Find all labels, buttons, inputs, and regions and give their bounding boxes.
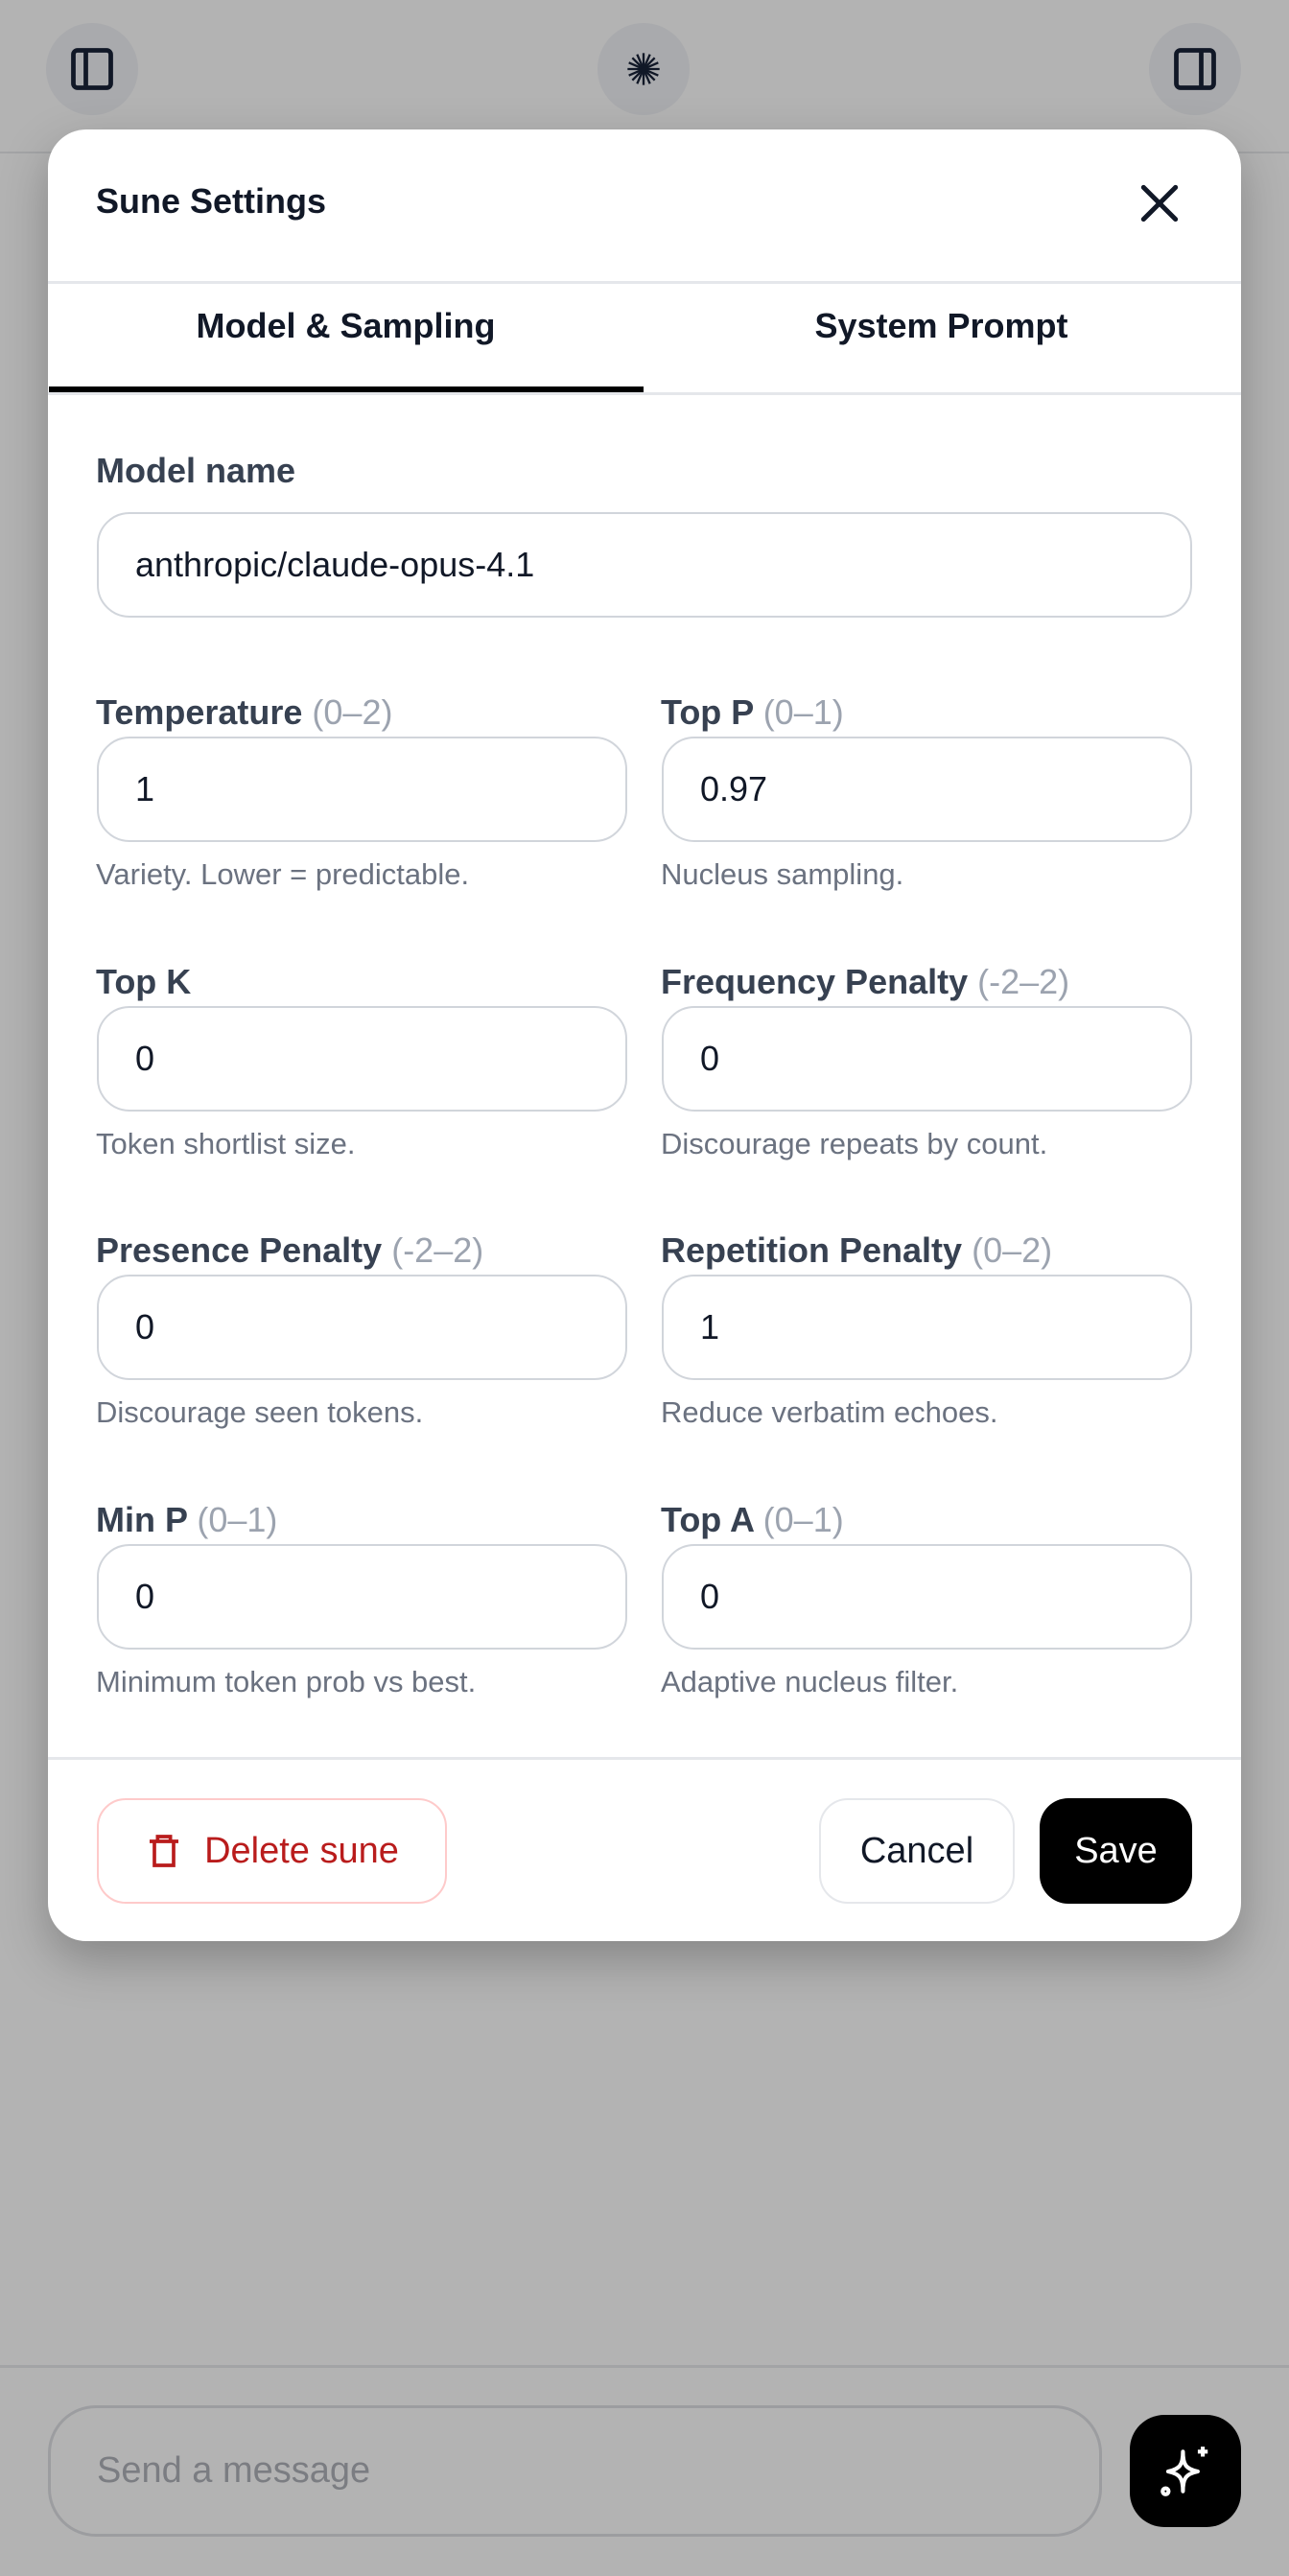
toggle-right-sidebar-button[interactable] (1149, 23, 1241, 115)
presence-penalty-label: Presence Penalty (-2–2) (96, 1230, 483, 1271)
save-button[interactable]: Save (1040, 1798, 1192, 1904)
footer-divider (48, 1757, 1241, 1760)
model-name-label: Model name (96, 451, 296, 490)
modal-title: Sune Settings (96, 181, 327, 221)
tab-model-sampling[interactable]: Model & Sampling (196, 306, 496, 345)
sparkles-icon (1160, 2446, 1208, 2496)
frequency-penalty-label: Frequency Penalty (-2–2) (661, 962, 1069, 1002)
top-k-label: Top K (96, 962, 191, 1002)
presence-penalty-help: Discourage seen tokens. (96, 1395, 424, 1429)
min-p-label: Min P (0–1) (96, 1500, 277, 1540)
top-p-help: Nucleus sampling. (661, 857, 904, 891)
delete-label: Delete sune (204, 1830, 399, 1871)
active-tab-indicator (49, 386, 644, 392)
temperature-range: (0–2) (312, 692, 393, 732)
field-label-text: Frequency Penalty (661, 962, 969, 1001)
divider (48, 281, 1241, 284)
sidebar-right-icon (1174, 48, 1216, 90)
top-k-value: 0 (135, 1039, 155, 1078)
min-p-input[interactable]: 0 (97, 1544, 627, 1650)
top-a-input[interactable]: 0 (662, 1544, 1192, 1650)
temperature-help: Variety. Lower = predictable. (96, 857, 470, 891)
send-button[interactable] (1130, 2415, 1241, 2527)
repetition-penalty-help: Reduce verbatim echoes. (661, 1395, 998, 1429)
min-p-help: Minimum token prob vs best. (96, 1665, 477, 1698)
composer-divider (0, 2365, 1289, 2368)
message-input[interactable]: Send a message (48, 2405, 1102, 2537)
temperature-label: Temperature (0–2) (96, 692, 392, 733)
repetition-penalty-label: Repetition Penalty (0–2) (661, 1230, 1052, 1271)
trash-icon (150, 1835, 179, 1867)
top-a-range: (0–1) (762, 1500, 844, 1539)
top-k-input[interactable]: 0 (97, 1006, 627, 1112)
top-p-label: Top P (0–1) (661, 692, 844, 733)
field-label-text: Min P (96, 1500, 188, 1539)
logo-button[interactable] (598, 23, 690, 115)
frequency-penalty-help: Discourage repeats by count. (661, 1127, 1048, 1160)
message-placeholder: Send a message (97, 2450, 371, 2491)
temperature-value: 1 (135, 769, 155, 808)
cancel-button[interactable]: Cancel (819, 1798, 1015, 1904)
top-k-help: Token shortlist size. (96, 1127, 356, 1160)
sidebar-left-icon (71, 48, 113, 90)
top-p-input[interactable]: 0.97 (662, 737, 1192, 842)
model-name-value: anthropic/claude-opus-4.1 (135, 545, 535, 584)
min-p-value: 0 (135, 1577, 155, 1616)
field-label-text: Temperature (96, 692, 303, 732)
repetition-penalty-range: (0–2) (972, 1230, 1053, 1270)
toggle-left-sidebar-button[interactable] (46, 23, 138, 115)
field-label-text: Presence Penalty (96, 1230, 383, 1270)
delete-sune-button[interactable]: Delete sune (97, 1798, 447, 1904)
top-a-value: 0 (700, 1577, 720, 1616)
presence-penalty-value: 0 (135, 1307, 155, 1347)
frequency-penalty-input[interactable]: 0 (662, 1006, 1192, 1112)
field-label-text: Top A (661, 1500, 754, 1539)
starburst-logo-icon (627, 53, 660, 85)
tab-system-prompt[interactable]: System Prompt (814, 306, 1068, 345)
presence-penalty-input[interactable]: 0 (97, 1275, 627, 1380)
top-p-value: 0.97 (700, 769, 768, 808)
temperature-input[interactable]: 1 (97, 737, 627, 842)
field-label-text: Top K (96, 962, 192, 1001)
field-label-text: Repetition Penalty (661, 1230, 963, 1270)
top-a-help: Adaptive nucleus filter. (661, 1665, 959, 1698)
repetition-penalty-value: 1 (700, 1307, 720, 1347)
min-p-range: (0–1) (197, 1500, 278, 1539)
top-p-range: (0–1) (762, 692, 844, 732)
repetition-penalty-input[interactable]: 1 (662, 1275, 1192, 1380)
model-name-input[interactable]: anthropic/claude-opus-4.1 (97, 512, 1192, 618)
divider (48, 392, 1241, 395)
frequency-penalty-value: 0 (700, 1039, 720, 1078)
presence-penalty-range: (-2–2) (391, 1230, 484, 1270)
close-icon[interactable] (1136, 179, 1184, 227)
top-a-label: Top A (0–1) (661, 1500, 844, 1540)
frequency-penalty-range: (-2–2) (977, 962, 1070, 1001)
settings-modal: Sune Settings Model & Sampling System Pr… (48, 129, 1241, 1941)
field-label-text: Top P (661, 692, 754, 732)
